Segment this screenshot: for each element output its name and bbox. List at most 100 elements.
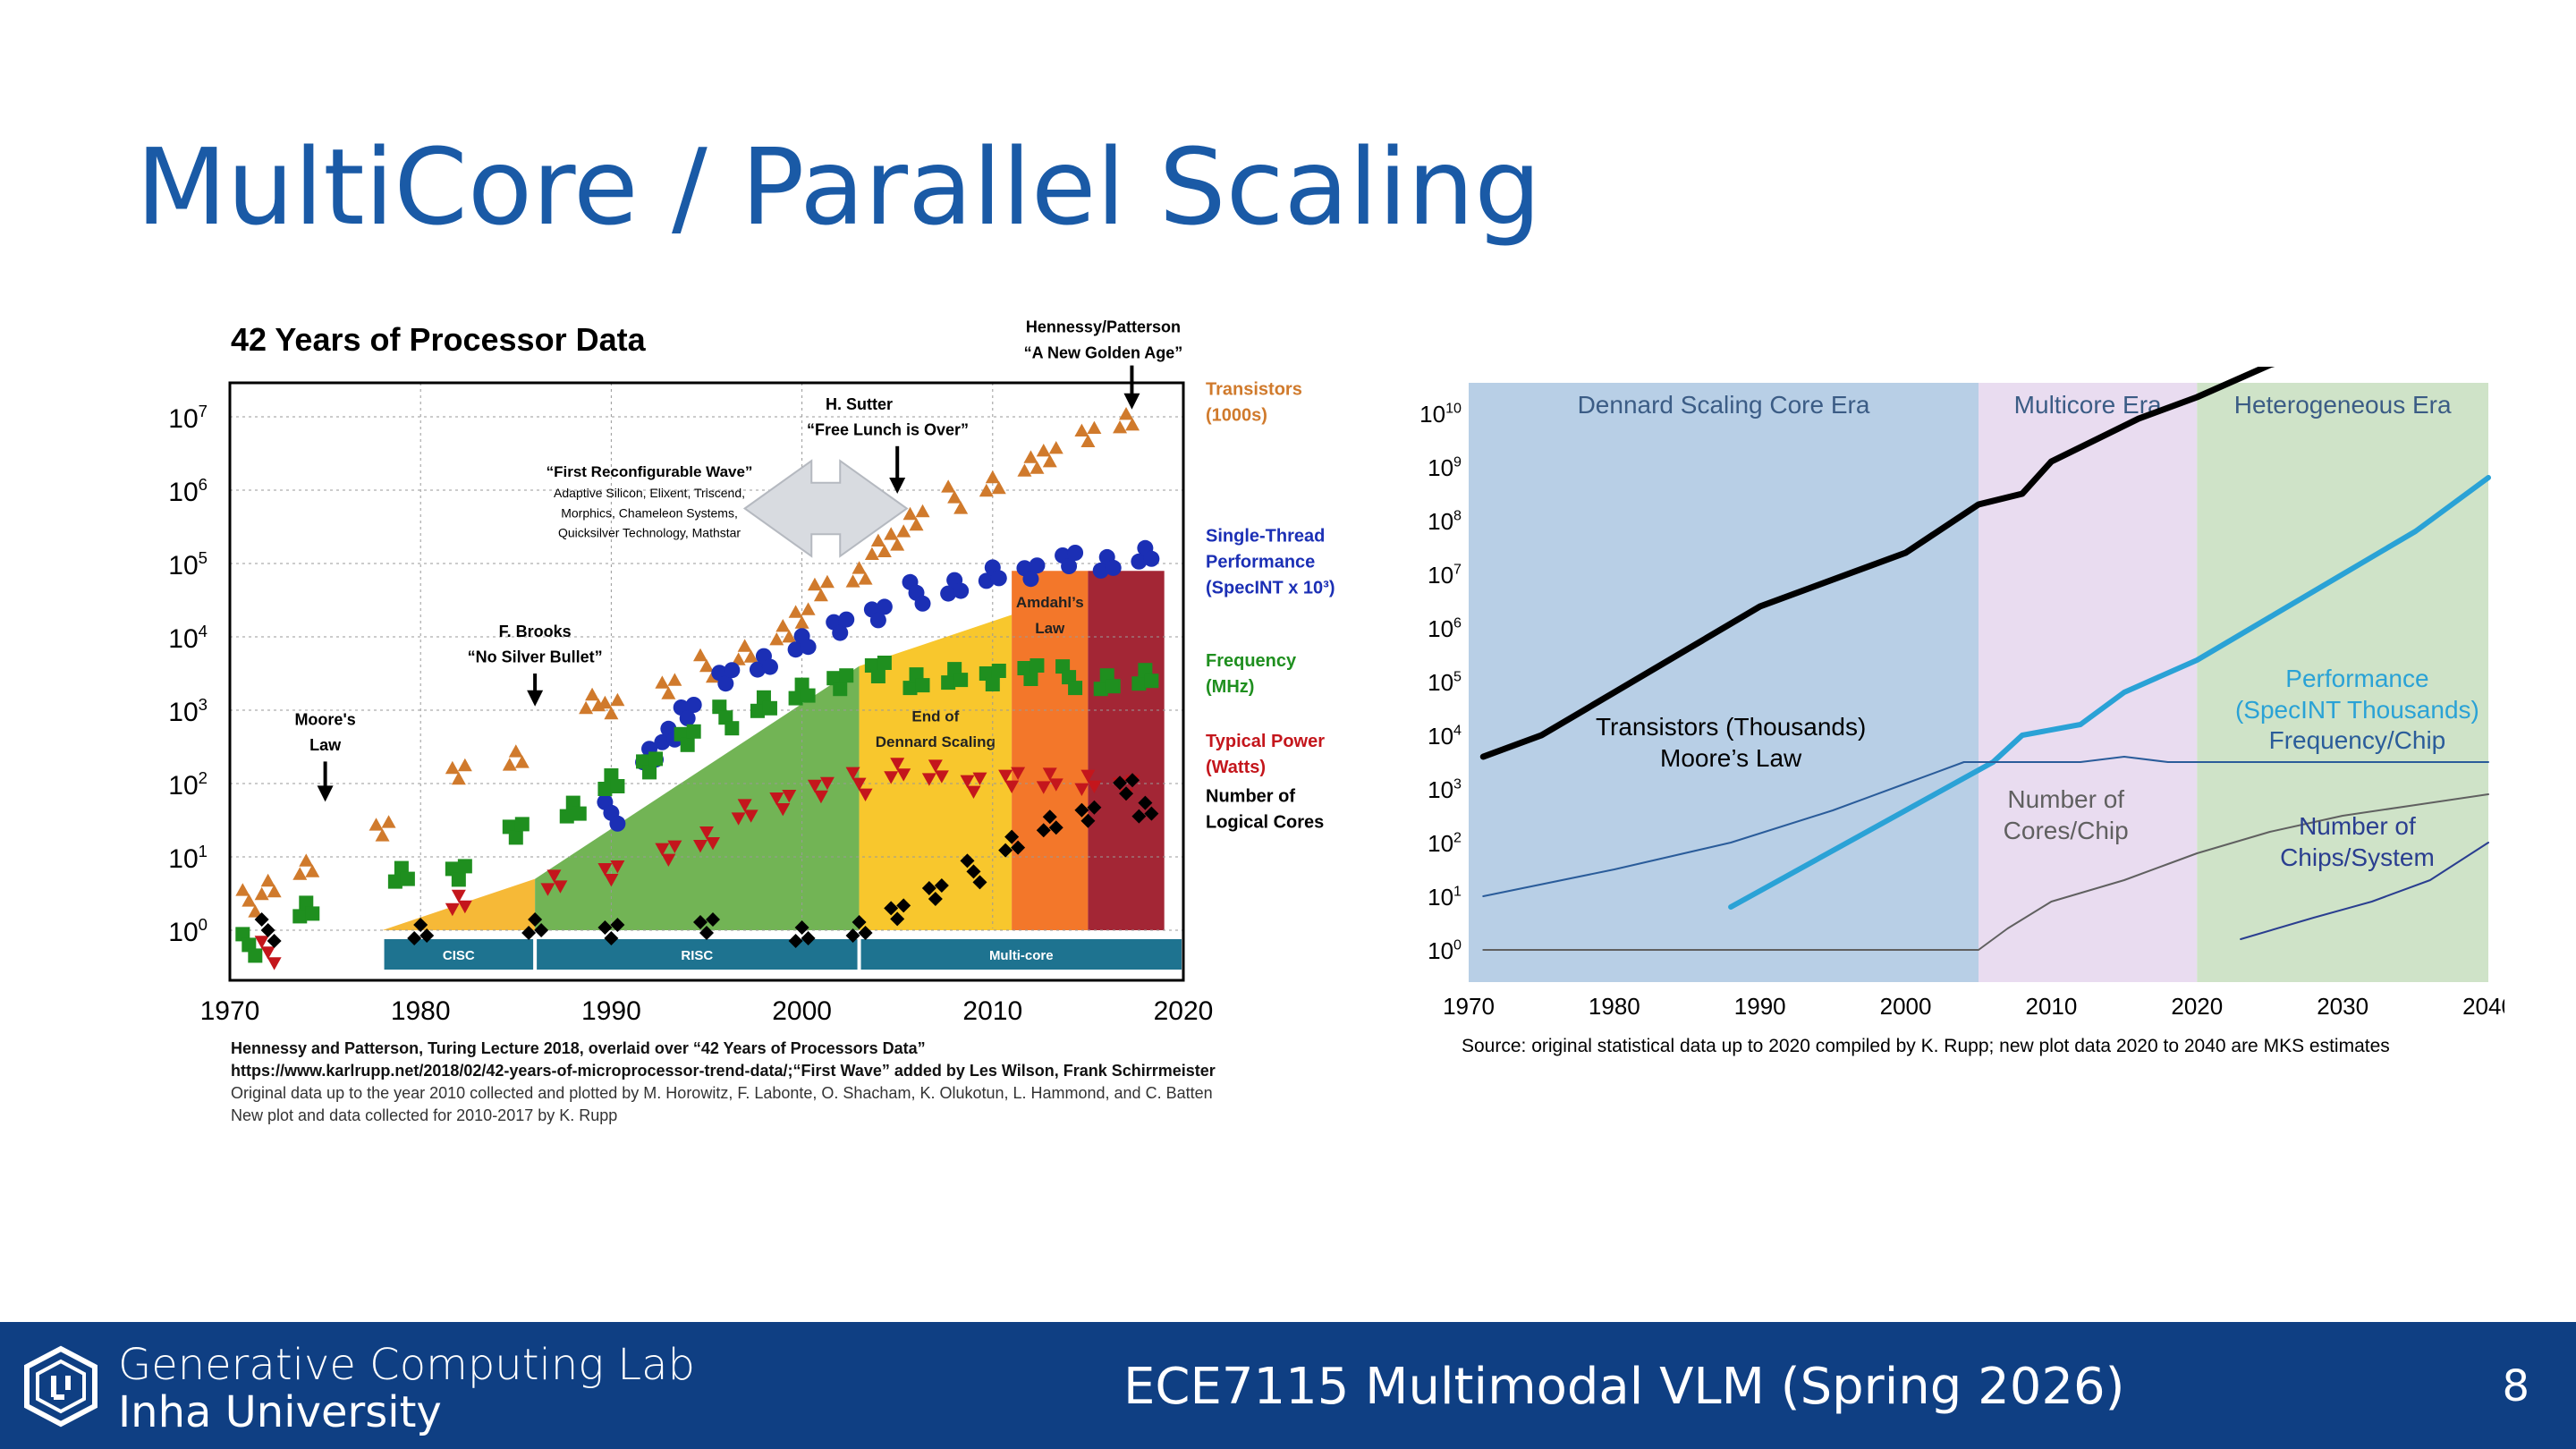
scaling-eras-svg: Dennard Scaling Core Era Multicore Era Het… [1419, 292, 2514, 1056]
x-tick-4: 2010 [2026, 993, 2078, 1020]
series-4-point-1-2 [419, 928, 435, 943]
series-0-point-3-1 [375, 828, 390, 842]
series-2-point-13-1 [870, 669, 886, 683]
annot-hp-sub: “A New Golden Age” [1024, 343, 1183, 361]
series-2-point-15-2 [953, 673, 969, 688]
series-4-point-11-2 [1048, 820, 1063, 835]
scaling-eras-chart: Dennard Scaling Core Era Multicore Era Het… [1395, 292, 2514, 1073]
series-1-point-9-2 [914, 595, 931, 612]
series-4-point-4-1 [699, 926, 714, 940]
series-3-point-8-0 [807, 779, 822, 793]
series-0-point-1-2 [267, 884, 282, 898]
series-0-point-21-0 [1036, 444, 1051, 457]
series-1-point-8-1 [869, 612, 886, 629]
series-0-point-9-1 [699, 658, 714, 673]
series-2-point-2-2 [400, 871, 415, 886]
series-2-point-7-1 [642, 765, 657, 780]
series-0-point-5-2 [514, 755, 530, 768]
series-2-point-20-2 [1144, 674, 1159, 689]
series-4-point-10-1 [1004, 829, 1020, 844]
series-3-point-7-1 [775, 803, 791, 817]
series-2-point-8-1 [680, 737, 695, 752]
x-tick-7: 2040 [2462, 993, 2504, 1020]
series-0-point-23-0 [1113, 420, 1128, 434]
era-label-1: Multicore Era [2014, 391, 2162, 419]
series-0-point-2-2 [305, 864, 320, 877]
series-3-point-15-1 [1080, 769, 1096, 783]
series-1-point-3-1 [679, 710, 696, 726]
series-label-4-line-1: Chips/System [2280, 843, 2435, 871]
series-0-point-17-1 [909, 517, 924, 531]
series-2-point-16-1 [985, 677, 1000, 691]
series-2-point-18-2 [1068, 681, 1083, 696]
x-tick-0: 1970 [200, 996, 260, 1026]
annot-wave-arrow [742, 459, 909, 558]
series-2-point-13-2 [877, 656, 892, 670]
series-0-point-9-0 [693, 648, 708, 662]
series-0-point-22-0 [1074, 423, 1089, 436]
series-0-point-18-2 [953, 501, 969, 514]
series-3-point-3-0 [597, 863, 613, 877]
series-0-point-10-1 [737, 639, 752, 652]
series-0-point-7-0 [597, 695, 613, 709]
series-4-point-7-2 [896, 898, 911, 913]
series-label-1-line-1: (SpecINT Thousands) [2235, 696, 2479, 724]
annot-wave-line-1: Morphics, Chameleon Systems, [561, 505, 738, 520]
series-label-0-line-0: Transistors (Thousands) [1596, 713, 1866, 741]
region-4 [1088, 571, 1165, 930]
series-4-point-5-2 [801, 931, 816, 945]
series-2-point-4-2 [514, 817, 530, 832]
series-label-2-line-0: Frequency/Chip [2269, 726, 2446, 754]
legend-0-line-0: Transistors [1206, 379, 1302, 399]
series-2-point-8-2 [686, 724, 701, 739]
region-label-dennard-1: End of [911, 708, 959, 724]
region-label-dennard-2: Dennard Scaling [876, 733, 996, 750]
series-4-point-9-2 [972, 875, 987, 890]
series-0-point-10-2 [743, 649, 758, 663]
series-2-point-19-2 [1106, 679, 1121, 694]
series-0-point-10-0 [731, 652, 746, 665]
slide-title: MultiCore / Parallel Scaling [136, 125, 1542, 249]
series-3-point-14-1 [1042, 767, 1057, 781]
era-label-0: CISC [443, 948, 475, 963]
series-4-point-4-0 [693, 915, 708, 929]
series-0-point-6-0 [579, 700, 594, 715]
series-2-point-6-2 [610, 779, 625, 793]
series-0-point-21-2 [1048, 441, 1063, 454]
series-1-point-11-2 [990, 570, 1007, 587]
series-3-point-2-0 [540, 883, 555, 896]
series-3-point-13-0 [998, 769, 1013, 783]
legend-1-line-2: (SpecINT x 10³) [1206, 578, 1335, 597]
era-bg-2 [2197, 383, 2488, 982]
legend-2-line-0: Frequency [1206, 651, 1297, 671]
series-labels: Transistors (Thousands) Moore’s Law Perfor… [1596, 665, 2479, 871]
page-number: 8 [2502, 1361, 2529, 1411]
lab-logo-icon [24, 1345, 97, 1428]
series-4-point-7-1 [890, 911, 905, 927]
series-4-point-13-1 [1119, 786, 1134, 801]
y-tick-3: 103 [1428, 776, 1462, 803]
series-2-point-11-0 [788, 691, 803, 706]
series-label-3-line-0: Number of [2007, 785, 2124, 813]
series-1-point-12-1 [1022, 571, 1039, 588]
series-1-point-14-0 [1092, 562, 1109, 579]
series-4-point-8-0 [921, 881, 936, 895]
series-0-point-15-1 [870, 533, 886, 547]
era-label-1: RISC [681, 948, 713, 963]
y-tick-0: 100 [168, 915, 208, 947]
y-tick-7: 107 [168, 402, 208, 434]
series-0-point-15-2 [877, 544, 892, 557]
series-1-point-2-0 [654, 733, 671, 750]
series-2-point-1-2 [305, 906, 320, 921]
series-4-point-12-2 [1087, 800, 1102, 815]
series-2-point-14-2 [915, 678, 930, 693]
series-3-point-5-2 [706, 837, 720, 851]
series-0-point-19-0 [979, 483, 994, 497]
series-0-point-18-0 [941, 479, 956, 493]
y-tick-8: 108 [1428, 508, 1462, 535]
series-0-point-12-1 [794, 615, 809, 629]
series-2-point-18-1 [1062, 670, 1077, 685]
caption-line-0: Hennessy and Patterson, Turing Lecture 2… [231, 1039, 926, 1057]
annotations: Moore's Law F. Brooks “No Silver Bullet” “Fi… [294, 318, 1182, 802]
series-0-point-22-1 [1080, 434, 1096, 447]
